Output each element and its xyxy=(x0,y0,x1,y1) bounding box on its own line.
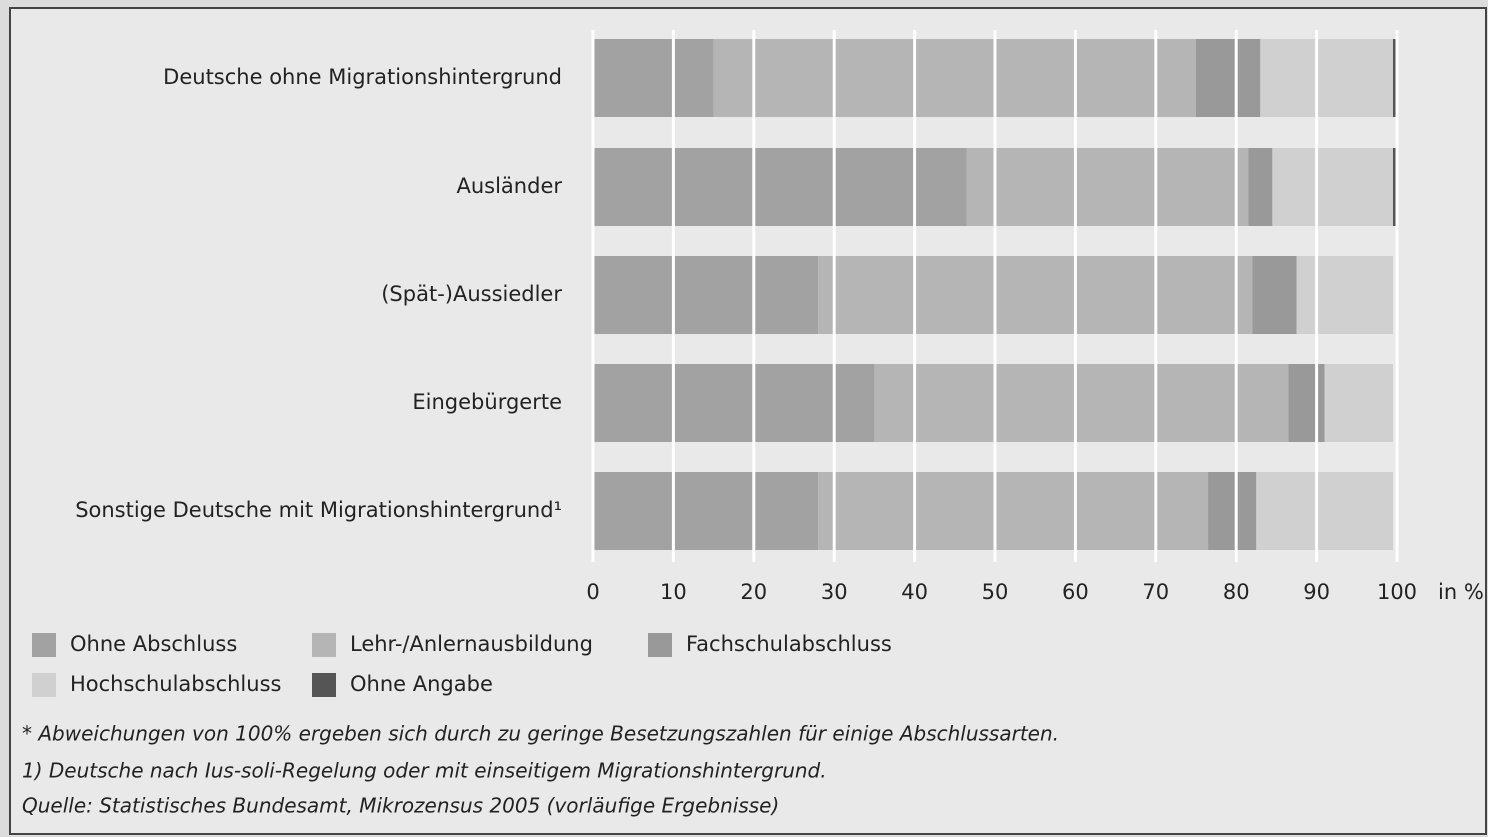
category-label: (Spät-)Aussiedler xyxy=(381,282,562,306)
legend-swatch xyxy=(312,633,336,657)
category-label: Sonstige Deutsche mit Migrationshintergr… xyxy=(75,498,562,522)
bar-segment xyxy=(1256,472,1393,550)
bar-segment xyxy=(713,39,1196,117)
bar-segment xyxy=(1208,472,1257,550)
x-tick-label: 70 xyxy=(1142,580,1169,604)
bar-segment xyxy=(593,148,967,226)
bar-segment xyxy=(966,148,1249,226)
bar-segment xyxy=(818,472,1209,550)
x-tick-label: 10 xyxy=(660,580,687,604)
footnote: * Abweichungen von 100% ergeben sich dur… xyxy=(22,722,1059,746)
bar-segment xyxy=(818,256,1253,334)
bar-segment xyxy=(593,364,875,442)
bar-segment xyxy=(1260,39,1393,117)
x-tick-label: 90 xyxy=(1303,580,1330,604)
footnote: 1) Deutsche nach Ius-soli-Regelung oder … xyxy=(22,759,827,783)
bar-segment xyxy=(593,256,819,334)
x-axis-label: in % xyxy=(1438,580,1484,604)
bar-segment xyxy=(593,472,819,550)
x-tick-label: 0 xyxy=(586,580,599,604)
legend-swatch xyxy=(312,673,336,697)
x-tick-label: 60 xyxy=(1062,580,1089,604)
bar-segment xyxy=(1392,39,1397,117)
category-label: Eingebürgerte xyxy=(412,390,562,414)
footnote: Quelle: Statistisches Bundesamt, Mikroze… xyxy=(22,794,779,818)
legend-swatch xyxy=(32,633,56,657)
legend-swatch xyxy=(32,673,56,697)
legend-label: Ohne Abschluss xyxy=(70,632,237,656)
x-tick-label: 40 xyxy=(901,580,928,604)
bar-segment xyxy=(1252,256,1297,334)
bar-segment xyxy=(593,39,714,117)
bar-segment xyxy=(1288,364,1325,442)
bar-segment xyxy=(874,364,1289,442)
x-tick-label: 50 xyxy=(982,580,1009,604)
bar-segment xyxy=(1272,148,1393,226)
x-tick-label: 100 xyxy=(1377,580,1417,604)
x-tick-label: 30 xyxy=(821,580,848,604)
category-label: Ausländer xyxy=(456,174,562,198)
bar-segment xyxy=(1392,148,1397,226)
x-tick-label: 20 xyxy=(740,580,767,604)
legend-label: Lehr-/Anlernausbildung xyxy=(350,632,593,656)
bar-segment xyxy=(1248,148,1273,226)
legend-label: Fachschulabschluss xyxy=(686,632,892,656)
bar-segment xyxy=(1324,364,1393,442)
legend-swatch xyxy=(648,633,672,657)
bar-segment xyxy=(1296,256,1393,334)
bar-segment xyxy=(1196,39,1261,117)
legend-label: Ohne Angabe xyxy=(350,672,493,696)
category-label: Deutsche ohne Migrationshintergrund xyxy=(163,65,562,89)
x-tick-label: 80 xyxy=(1223,580,1250,604)
legend-label: Hochschulabschluss xyxy=(70,672,281,696)
